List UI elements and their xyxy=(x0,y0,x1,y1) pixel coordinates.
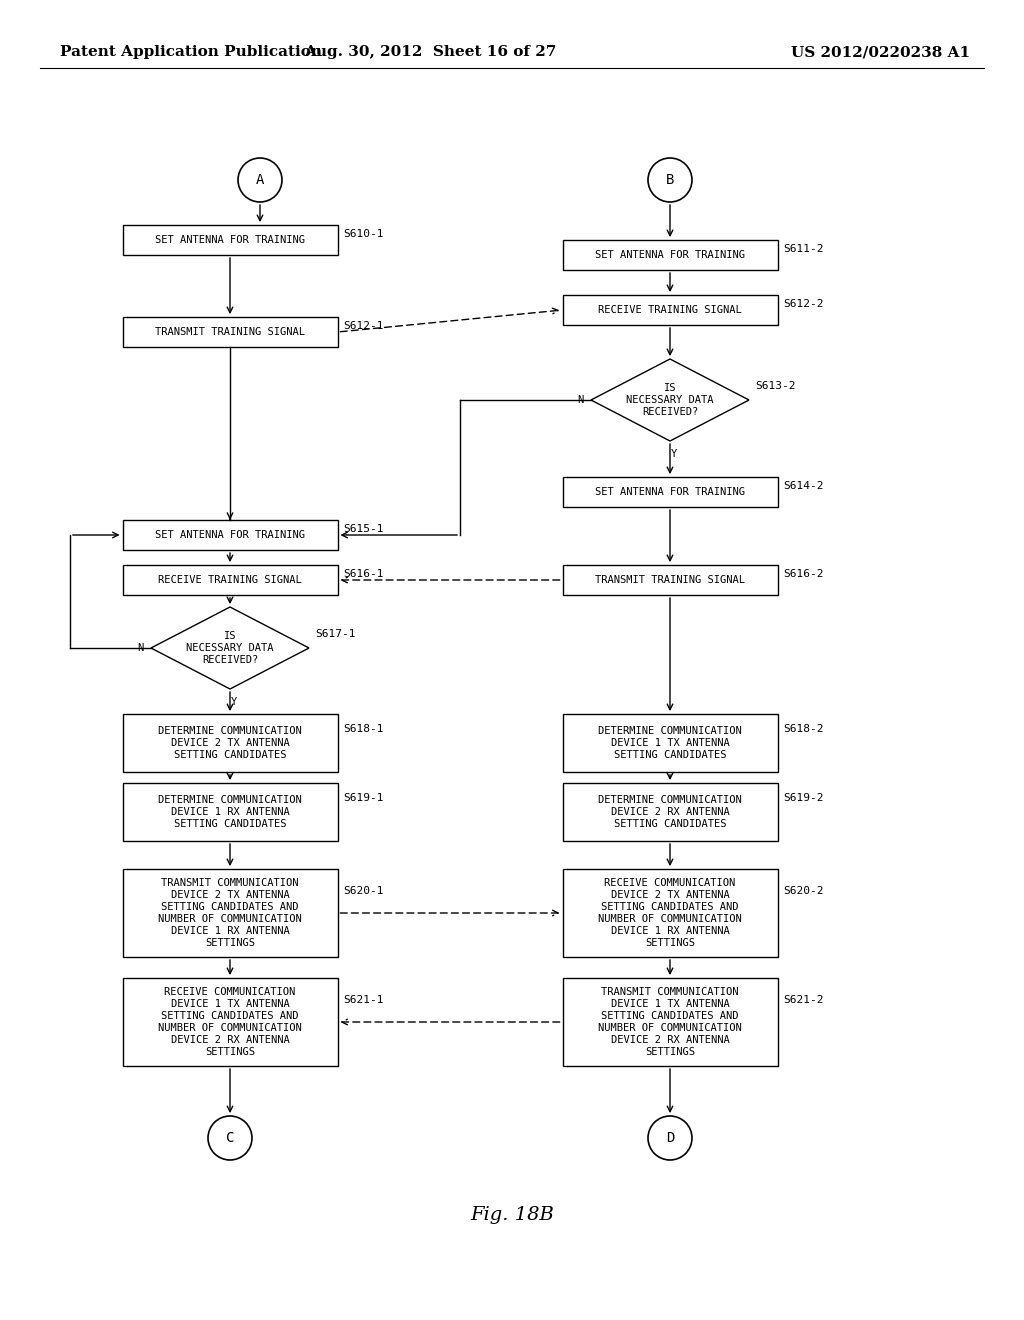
Text: SET ANTENNA FOR TRAINING: SET ANTENNA FOR TRAINING xyxy=(595,487,745,498)
Circle shape xyxy=(648,158,692,202)
Circle shape xyxy=(238,158,282,202)
Bar xyxy=(562,714,777,772)
Text: Patent Application Publication: Patent Application Publication xyxy=(60,45,322,59)
Text: S620-2: S620-2 xyxy=(783,886,824,896)
Text: TRANSMIT COMMUNICATION
DEVICE 2 TX ANTENNA
SETTING CANDIDATES AND
NUMBER OF COMM: TRANSMIT COMMUNICATION DEVICE 2 TX ANTEN… xyxy=(158,878,302,948)
Text: S621-1: S621-1 xyxy=(343,995,384,1005)
Text: Aug. 30, 2012  Sheet 16 of 27: Aug. 30, 2012 Sheet 16 of 27 xyxy=(304,45,556,59)
Text: S620-1: S620-1 xyxy=(343,886,384,896)
Bar xyxy=(562,477,777,507)
Text: S613-2: S613-2 xyxy=(755,381,796,391)
Text: DETERMINE COMMUNICATION
DEVICE 2 RX ANTENNA
SETTING CANDIDATES: DETERMINE COMMUNICATION DEVICE 2 RX ANTE… xyxy=(598,795,741,829)
Text: DETERMINE COMMUNICATION
DEVICE 2 TX ANTENNA
SETTING CANDIDATES: DETERMINE COMMUNICATION DEVICE 2 TX ANTE… xyxy=(158,726,302,760)
Bar xyxy=(123,565,338,595)
Text: B: B xyxy=(666,173,674,187)
Bar xyxy=(562,869,777,957)
Text: S617-1: S617-1 xyxy=(315,630,355,639)
Bar xyxy=(562,978,777,1067)
Text: IS
NECESSARY DATA
RECEIVED?: IS NECESSARY DATA RECEIVED? xyxy=(627,383,714,417)
Text: S612-1: S612-1 xyxy=(343,321,384,331)
Text: RECEIVE TRAINING SIGNAL: RECEIVE TRAINING SIGNAL xyxy=(598,305,741,315)
Text: DETERMINE COMMUNICATION
DEVICE 1 RX ANTENNA
SETTING CANDIDATES: DETERMINE COMMUNICATION DEVICE 1 RX ANTE… xyxy=(158,795,302,829)
Bar xyxy=(123,978,338,1067)
Text: D: D xyxy=(666,1131,674,1144)
Text: TRANSMIT COMMUNICATION
DEVICE 1 TX ANTENNA
SETTING CANDIDATES AND
NUMBER OF COMM: TRANSMIT COMMUNICATION DEVICE 1 TX ANTEN… xyxy=(598,987,741,1057)
Text: Y: Y xyxy=(671,449,677,459)
Bar xyxy=(123,224,338,255)
Text: TRANSMIT TRAINING SIGNAL: TRANSMIT TRAINING SIGNAL xyxy=(595,576,745,585)
Text: Y: Y xyxy=(230,697,238,708)
Text: DETERMINE COMMUNICATION
DEVICE 1 TX ANTENNA
SETTING CANDIDATES: DETERMINE COMMUNICATION DEVICE 1 TX ANTE… xyxy=(598,726,741,760)
Text: N: N xyxy=(137,643,143,653)
Text: SET ANTENNA FOR TRAINING: SET ANTENNA FOR TRAINING xyxy=(155,531,305,540)
Text: S619-2: S619-2 xyxy=(783,793,824,803)
Text: RECEIVE COMMUNICATION
DEVICE 2 TX ANTENNA
SETTING CANDIDATES AND
NUMBER OF COMMU: RECEIVE COMMUNICATION DEVICE 2 TX ANTENN… xyxy=(598,878,741,948)
Text: S618-2: S618-2 xyxy=(783,723,824,734)
Text: TRANSMIT TRAINING SIGNAL: TRANSMIT TRAINING SIGNAL xyxy=(155,327,305,337)
Text: RECEIVE COMMUNICATION
DEVICE 1 TX ANTENNA
SETTING CANDIDATES AND
NUMBER OF COMMU: RECEIVE COMMUNICATION DEVICE 1 TX ANTENN… xyxy=(158,987,302,1057)
Text: S619-1: S619-1 xyxy=(343,793,384,803)
Circle shape xyxy=(648,1115,692,1160)
Text: RECEIVE TRAINING SIGNAL: RECEIVE TRAINING SIGNAL xyxy=(158,576,302,585)
Bar xyxy=(123,869,338,957)
Bar xyxy=(562,240,777,271)
Bar xyxy=(123,714,338,772)
Bar xyxy=(562,783,777,841)
Text: S611-2: S611-2 xyxy=(783,244,824,253)
Polygon shape xyxy=(151,607,309,689)
Bar xyxy=(123,317,338,347)
Polygon shape xyxy=(591,359,749,441)
Text: S621-2: S621-2 xyxy=(783,995,824,1005)
Text: S614-2: S614-2 xyxy=(783,480,824,491)
Text: C: C xyxy=(226,1131,234,1144)
Text: S616-2: S616-2 xyxy=(783,569,824,579)
Bar xyxy=(123,520,338,550)
Text: US 2012/0220238 A1: US 2012/0220238 A1 xyxy=(791,45,970,59)
Bar xyxy=(562,294,777,325)
Text: S618-1: S618-1 xyxy=(343,723,384,734)
Circle shape xyxy=(208,1115,252,1160)
Text: N: N xyxy=(577,395,583,405)
Text: SET ANTENNA FOR TRAINING: SET ANTENNA FOR TRAINING xyxy=(155,235,305,246)
Text: S610-1: S610-1 xyxy=(343,228,384,239)
Bar xyxy=(123,783,338,841)
Text: S616-1: S616-1 xyxy=(343,569,384,579)
Text: S612-2: S612-2 xyxy=(783,300,824,309)
Text: IS
NECESSARY DATA
RECEIVED?: IS NECESSARY DATA RECEIVED? xyxy=(186,631,273,665)
Text: S615-1: S615-1 xyxy=(343,524,384,535)
Text: SET ANTENNA FOR TRAINING: SET ANTENNA FOR TRAINING xyxy=(595,249,745,260)
Bar xyxy=(562,565,777,595)
Text: Fig. 18B: Fig. 18B xyxy=(470,1206,554,1224)
Text: A: A xyxy=(256,173,264,187)
